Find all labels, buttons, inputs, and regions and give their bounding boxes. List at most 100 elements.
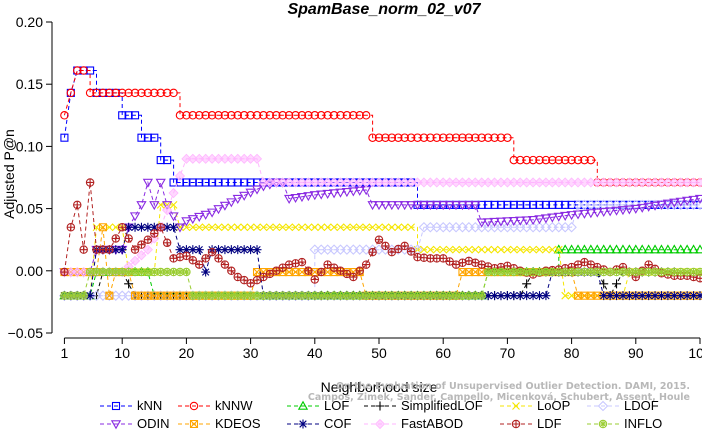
- data-point-lof: [688, 244, 699, 254]
- data-point-ldf: [117, 223, 127, 232]
- data-point-loop: [278, 223, 287, 232]
- data-point-knn: [208, 178, 217, 187]
- data-point-inflo: [79, 291, 88, 300]
- data-point-knnw: [272, 111, 281, 120]
- data-point-odin: [572, 210, 584, 220]
- data-point-ldf: [374, 235, 384, 244]
- data-point-knnw: [297, 111, 307, 120]
- y-tick-label: 0.15: [16, 76, 43, 92]
- legend-marker: [374, 418, 386, 430]
- data-point-odin: [457, 201, 468, 211]
- data-point-cof: [695, 291, 702, 301]
- data-point-odin: [675, 197, 686, 207]
- data-point-odin: [682, 196, 693, 206]
- legend-label: kNN: [137, 398, 162, 413]
- data-point-odin: [155, 178, 166, 188]
- x-tick-label: 1: [61, 345, 69, 361]
- y-tick-label: 0.05: [16, 201, 43, 217]
- data-point-knn: [541, 200, 550, 209]
- data-point-cof: [599, 291, 609, 301]
- data-point-knn: [246, 178, 255, 187]
- data-point-knnw: [394, 133, 403, 142]
- data-point-loop: [516, 245, 525, 254]
- data-point-knnw: [150, 88, 159, 98]
- data-point-odin: [283, 194, 295, 204]
- data-point-knn: [130, 111, 140, 120]
- data-point-ldof: [694, 199, 702, 211]
- data-point-knnw: [316, 111, 326, 120]
- data-point-loop: [349, 223, 358, 232]
- x-tick-label: 60: [435, 345, 451, 361]
- data-point-ldf: [304, 266, 313, 276]
- data-point-loop: [394, 223, 403, 232]
- legend-marker: [111, 401, 121, 411]
- data-point-loop: [548, 245, 557, 254]
- data-point-loop: [195, 223, 204, 232]
- data-point-knnw: [464, 133, 474, 142]
- data-point-knnw: [503, 133, 512, 142]
- data-point-loop: [285, 223, 294, 232]
- data-point-cof: [214, 245, 223, 255]
- data-point-odin: [617, 206, 629, 216]
- data-point-knnw: [419, 133, 429, 142]
- data-point-knn: [233, 178, 242, 187]
- data-point-loop: [381, 223, 390, 232]
- data-point-loop: [92, 223, 101, 232]
- data-point-odin: [296, 193, 308, 203]
- data-point-knnw: [586, 155, 596, 165]
- data-point-odin: [380, 201, 391, 211]
- legend-label: LoOP: [537, 398, 570, 413]
- data-point-knnw: [169, 88, 178, 98]
- data-point-odin: [585, 209, 597, 219]
- legend-label: KDEOS: [215, 416, 261, 431]
- data-point-lof: [675, 244, 686, 254]
- data-point-cof: [650, 291, 660, 301]
- data-point-ldf: [381, 241, 390, 251]
- data-point-cof: [663, 291, 673, 301]
- data-point-odin: [547, 213, 558, 223]
- data-point-ldf: [60, 267, 69, 277]
- data-point-knn: [137, 133, 146, 142]
- data-point-odin: [643, 202, 654, 212]
- data-point-cof: [252, 245, 262, 255]
- data-point-cof: [124, 222, 134, 232]
- data-point-ldf: [201, 254, 210, 263]
- legend-label: LDF: [537, 416, 562, 431]
- data-point-ldf: [111, 234, 121, 243]
- data-point-knnw: [124, 88, 133, 98]
- data-point-odin: [611, 206, 622, 216]
- data-point-simplifiedlof: [612, 279, 622, 289]
- data-point-knnw: [60, 111, 69, 120]
- data-point-odin: [630, 204, 641, 214]
- watermark-line-1: Campos, Zimek, Sander, Campello, Micenko…: [308, 392, 690, 403]
- legend-label: LOF: [324, 398, 349, 413]
- data-point-loop: [317, 223, 326, 232]
- legend-label: ODIN: [137, 416, 170, 431]
- data-point-loop: [567, 291, 576, 300]
- data-point-knn: [695, 200, 702, 209]
- data-point-odin: [527, 216, 539, 226]
- data-point-kdeos: [105, 291, 114, 300]
- data-point-cof: [181, 245, 191, 255]
- data-point-knn: [522, 200, 531, 209]
- data-point-cof: [515, 291, 525, 301]
- data-point-ldf: [316, 267, 326, 277]
- series-fastabod: [59, 153, 702, 278]
- x-tick-label: 20: [179, 345, 195, 361]
- data-point-knnw: [201, 111, 210, 120]
- data-point-ldf: [214, 254, 223, 263]
- data-point-lof: [592, 244, 603, 254]
- data-point-ldf: [310, 275, 320, 284]
- data-point-knn: [163, 156, 172, 165]
- data-point-lof: [553, 244, 564, 254]
- data-point-odin: [425, 201, 436, 211]
- data-point-knn: [548, 200, 557, 209]
- data-point-cof: [676, 291, 686, 301]
- data-point-cof: [535, 291, 544, 301]
- data-point-lof: [572, 244, 584, 254]
- data-point-knnw: [188, 111, 198, 120]
- data-point-cof: [117, 245, 127, 255]
- legend-marker: [375, 401, 385, 411]
- legend-marker: [298, 419, 308, 429]
- data-point-odin: [194, 212, 205, 223]
